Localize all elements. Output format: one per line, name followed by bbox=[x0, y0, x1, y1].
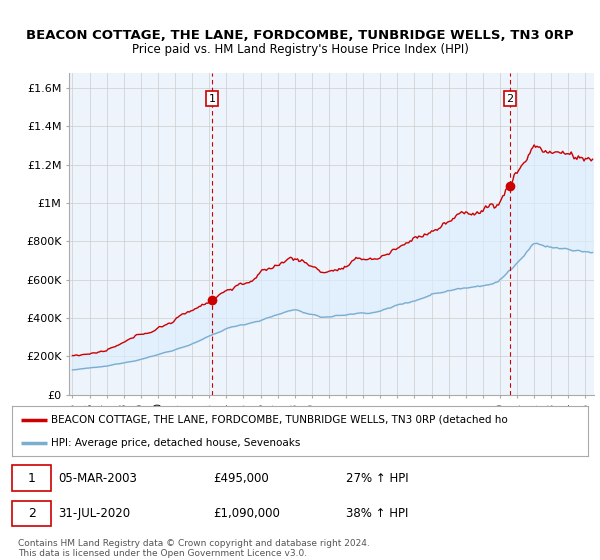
Text: 1: 1 bbox=[28, 472, 35, 484]
FancyBboxPatch shape bbox=[12, 501, 51, 526]
Text: Price paid vs. HM Land Registry's House Price Index (HPI): Price paid vs. HM Land Registry's House … bbox=[131, 43, 469, 55]
Text: 38% ↑ HPI: 38% ↑ HPI bbox=[346, 507, 409, 520]
Text: BEACON COTTAGE, THE LANE, FORDCOMBE, TUNBRIDGE WELLS, TN3 0RP: BEACON COTTAGE, THE LANE, FORDCOMBE, TUN… bbox=[26, 29, 574, 42]
Text: HPI: Average price, detached house, Sevenoaks: HPI: Average price, detached house, Seve… bbox=[51, 438, 301, 448]
Text: 27% ↑ HPI: 27% ↑ HPI bbox=[346, 472, 409, 484]
Text: 05-MAR-2003: 05-MAR-2003 bbox=[58, 472, 137, 484]
Text: 2: 2 bbox=[506, 94, 514, 104]
Text: £1,090,000: £1,090,000 bbox=[214, 507, 280, 520]
Text: 31-JUL-2020: 31-JUL-2020 bbox=[58, 507, 130, 520]
Text: 2: 2 bbox=[28, 507, 35, 520]
Text: Contains HM Land Registry data © Crown copyright and database right 2024.
This d: Contains HM Land Registry data © Crown c… bbox=[18, 539, 370, 558]
Text: £495,000: £495,000 bbox=[214, 472, 269, 484]
Text: 1: 1 bbox=[209, 94, 215, 104]
Text: BEACON COTTAGE, THE LANE, FORDCOMBE, TUNBRIDGE WELLS, TN3 0RP (detached ho: BEACON COTTAGE, THE LANE, FORDCOMBE, TUN… bbox=[51, 414, 508, 424]
FancyBboxPatch shape bbox=[12, 465, 51, 491]
